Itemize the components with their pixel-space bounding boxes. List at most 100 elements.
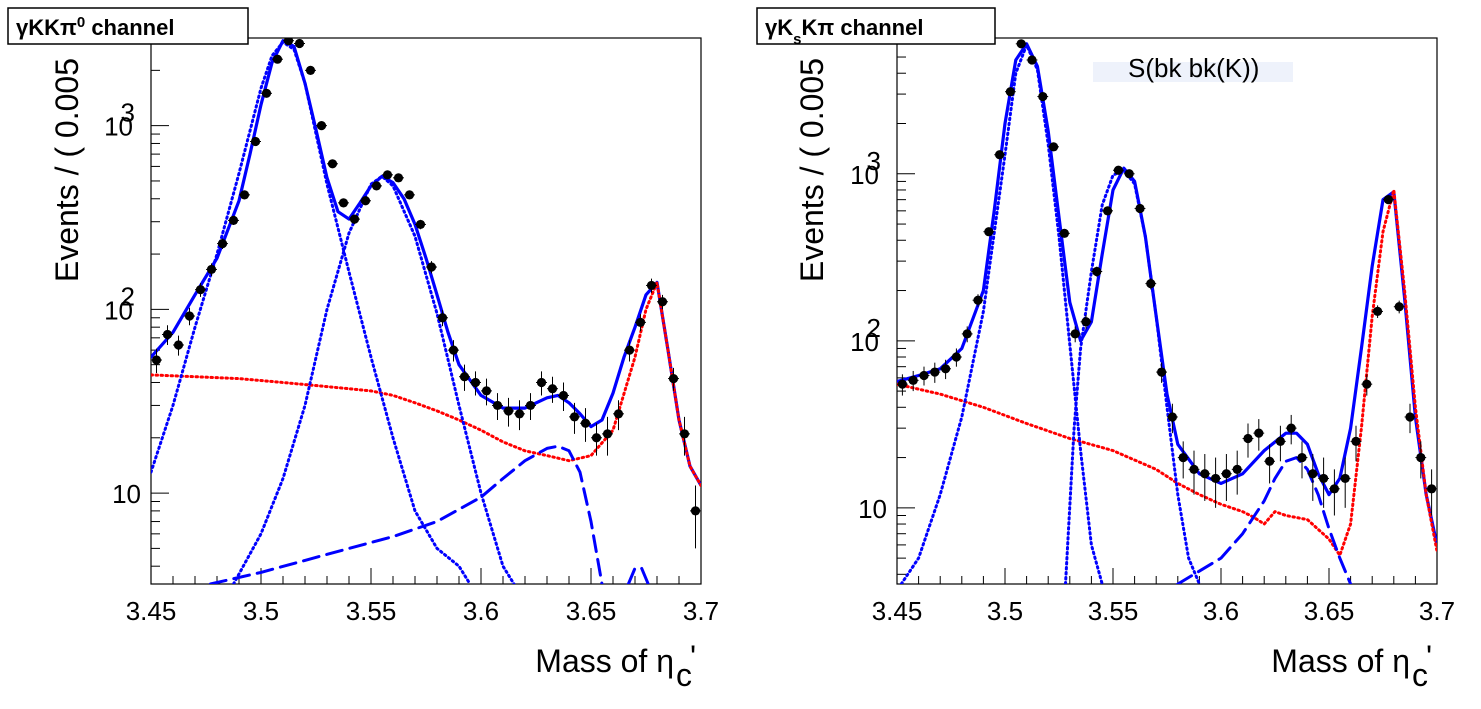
y-tick-label: 10 xyxy=(104,112,133,142)
plot-frame xyxy=(150,37,702,585)
x-tick-label: 3.6 xyxy=(1203,596,1239,626)
data-point xyxy=(162,329,173,340)
data-point xyxy=(173,340,184,350)
data-point xyxy=(272,54,283,64)
data-point xyxy=(195,285,206,295)
y-tick-label: 10 xyxy=(112,479,141,509)
data-point xyxy=(984,227,994,237)
data-point xyxy=(1211,473,1221,484)
data-point xyxy=(580,418,591,428)
data-point xyxy=(470,377,481,388)
data-point xyxy=(1394,302,1404,312)
channel-title: γKsKπ channel xyxy=(765,15,923,48)
y-tick-exponent: 2 xyxy=(867,313,881,343)
data-point xyxy=(602,429,613,439)
data-point xyxy=(404,190,415,200)
data-point xyxy=(690,506,701,516)
curves-layer xyxy=(897,42,1437,584)
y-tick-exponent: 3 xyxy=(121,98,135,128)
component-dotted-curve xyxy=(1064,168,1201,584)
y-tick-label: 10 xyxy=(850,327,879,357)
data-point xyxy=(1286,423,1296,433)
data-point xyxy=(1351,436,1361,446)
data-point xyxy=(415,219,426,230)
data-point xyxy=(569,412,580,422)
data-point xyxy=(1405,412,1415,422)
background-curve xyxy=(897,188,1437,557)
total-fit-curve xyxy=(151,39,701,488)
data-point xyxy=(1427,484,1437,494)
data-point xyxy=(360,196,371,206)
data-point xyxy=(514,409,525,419)
data-point xyxy=(1297,452,1307,463)
data-point xyxy=(624,345,635,355)
component-dotted-curve xyxy=(899,43,1104,584)
channel-title: γKKπ0 channel xyxy=(16,14,174,41)
data-point xyxy=(151,355,162,365)
data-point xyxy=(1265,456,1275,466)
data-point xyxy=(294,38,305,49)
data-point xyxy=(437,313,448,323)
x-axis-title: Mass of η xyxy=(1271,643,1410,679)
x-tick-label: 3.7 xyxy=(1419,596,1455,626)
data-point xyxy=(657,297,668,307)
component-dotted-curve xyxy=(151,40,472,584)
y-tick-exponent: 3 xyxy=(867,146,881,176)
data-point xyxy=(305,65,316,75)
component-dotted-curve xyxy=(232,174,516,584)
y-tick-label: 10 xyxy=(104,295,133,325)
data-point xyxy=(250,136,261,147)
signal-dashed-curve xyxy=(208,444,604,584)
data-point xyxy=(228,215,239,225)
x-axis-title-subscript: c xyxy=(676,657,692,693)
x-axis-title-prime: ' xyxy=(690,639,696,675)
x-axis-title: Mass of η xyxy=(535,643,674,679)
background-curve xyxy=(151,281,701,487)
data-point xyxy=(558,390,569,401)
channel-title-box xyxy=(756,7,996,45)
data-point xyxy=(481,386,492,396)
data-point xyxy=(525,400,536,411)
data-point xyxy=(382,170,393,180)
faint-legend-box xyxy=(1093,62,1293,82)
data-point xyxy=(613,409,624,419)
data-point xyxy=(1221,469,1231,479)
data-point xyxy=(962,329,972,339)
data-point xyxy=(349,214,360,224)
signal-dashed-curve xyxy=(1176,456,1353,584)
data-point xyxy=(459,372,470,382)
data-point xyxy=(1146,279,1156,289)
y-tick-label: 10 xyxy=(850,160,879,190)
x-tick-label: 3.55 xyxy=(1088,596,1139,626)
data-point xyxy=(1092,266,1102,277)
x-tick-label: 3.45 xyxy=(126,596,177,626)
plot-frame xyxy=(896,37,1438,585)
data-point xyxy=(547,384,558,394)
x-tick-label: 3.5 xyxy=(243,596,279,626)
data-point xyxy=(184,311,195,321)
data-point xyxy=(635,317,646,327)
x-axis-title-prime: ' xyxy=(1426,639,1432,675)
x-tick-label: 3.5 xyxy=(987,596,1023,626)
y-axis-title: Events / ( 0.005 xyxy=(49,58,85,282)
data-point xyxy=(1200,469,1210,479)
data-point xyxy=(503,406,514,416)
data-point xyxy=(679,429,690,439)
x-tick-label: 3.6 xyxy=(463,596,499,626)
curves-layer xyxy=(151,39,701,584)
data-point xyxy=(239,190,250,200)
data-points-layer xyxy=(151,38,701,549)
data-point xyxy=(1049,142,1059,152)
data-point xyxy=(1232,464,1242,474)
data-point xyxy=(371,181,382,191)
data-point xyxy=(1178,452,1188,463)
data-point xyxy=(1319,473,1329,484)
data-point xyxy=(941,364,951,374)
data-point xyxy=(206,264,217,275)
x-tick-label: 3.45 xyxy=(872,596,923,626)
data-point xyxy=(217,239,228,249)
faint-legend-text: S(bk bk(K)) xyxy=(1128,53,1259,83)
data-point xyxy=(646,280,657,291)
data-point xyxy=(1243,433,1253,444)
